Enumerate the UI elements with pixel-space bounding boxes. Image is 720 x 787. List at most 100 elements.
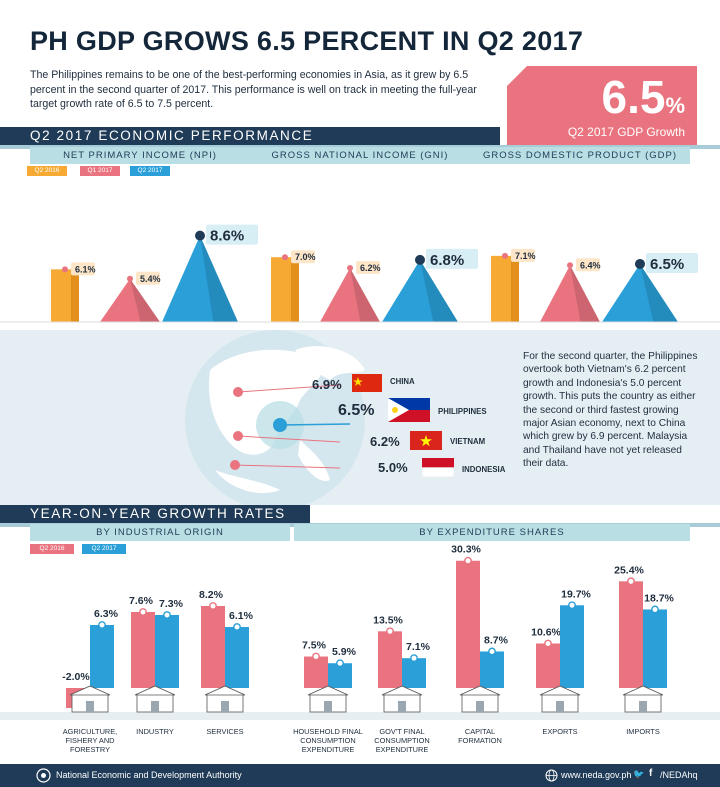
colhead-gni: GROSS NATIONAL INCOME (GNI): [271, 150, 449, 161]
page-title: PH GDP GROWS 6.5 PERCENT IN Q2 2017: [30, 26, 584, 56]
expenditure-3-dot-1: [568, 601, 576, 610]
perf-label-2-2: 6.5%: [650, 256, 684, 273]
vietnam-name: VIETNAM: [450, 437, 486, 446]
perf-peak-shade-0-1: [130, 278, 160, 322]
facebook-icon[interactable]: f: [649, 768, 653, 779]
expenditure-0-category-line-2: EXPENDITURE: [302, 745, 355, 754]
expenditure-3-bar-1: [560, 605, 584, 688]
yoy-legend-q2-2016: Q2 2016: [30, 544, 74, 554]
expenditure-1-label-1: 7.1%: [406, 641, 431, 653]
expenditure-2-dot-1: [488, 647, 496, 656]
perf-dot-1-0: [282, 254, 288, 261]
hero-stat: 6.5% Q2 2017 GDP Growth: [507, 66, 697, 145]
factory-icon: [134, 685, 176, 713]
expenditure-2-bar-0: [456, 560, 480, 688]
expenditure-2-label-1: 8.7%: [484, 634, 509, 646]
colhead-industry: BY INDUSTRIAL ORIGIN: [30, 524, 290, 541]
perf-label-2-1: 6.4%: [580, 260, 601, 270]
china-name: CHINA: [390, 377, 415, 386]
asia-note: For the second quarter, the Philippines …: [523, 351, 698, 470]
philippines-flag-icon: [388, 398, 430, 422]
globe-icon: [545, 769, 558, 782]
industry-0-dot-1: [98, 621, 106, 629]
philippines-name: PHILIPPINES: [438, 407, 487, 416]
perf-label-bg-2-1: [576, 258, 600, 272]
expenditure-3-dot-0: [544, 639, 552, 648]
performance-colheads: [30, 147, 690, 164]
footer-social[interactable]: /NEDAhq: [660, 770, 698, 780]
indonesia-value: 5.0%: [378, 460, 408, 475]
expenditure-0-dot-0: [312, 652, 320, 661]
perf-label-1-2: 6.8%: [430, 252, 464, 269]
perf-label-0-0: 6.1%: [75, 264, 96, 274]
yoy-title: YEAR-ON-YEAR GROWTH RATES: [30, 506, 286, 521]
perf-label-bg-1-0: [291, 250, 315, 264]
industry-1-label-1: 7.3%: [159, 598, 184, 610]
expenditure-1-bar-1: [402, 658, 426, 688]
hero-value: 6.5%: [601, 71, 685, 123]
perf-dot-1-1: [347, 265, 353, 271]
perf-peak-2-1: [540, 265, 600, 322]
perf-label-0-2: 8.6%: [210, 228, 244, 245]
expenditure-0-bar-1: [328, 663, 352, 688]
industry-0-bar-1: [90, 625, 114, 688]
performance-title: Q2 2017 ECONOMIC PERFORMANCE: [30, 128, 314, 143]
perf-label-bg-0-2: [206, 224, 258, 245]
perf-dot-2-0: [502, 252, 508, 259]
legend-q2-2017: Q2 2017: [130, 166, 170, 176]
china-flag-icon: [352, 374, 382, 392]
industry-1-bar-0: [131, 612, 155, 688]
expenditure-2-bar-1: [480, 651, 504, 688]
perf-bar-shade-0: [71, 269, 79, 322]
twitter-icon[interactable]: 🐦: [633, 769, 645, 779]
perf-dot-1-2: [415, 254, 425, 265]
perf-dot-2-1: [567, 262, 573, 269]
government-building-icon: [381, 685, 423, 713]
perf-peak-0-2: [162, 235, 238, 322]
perf-label-1-0: 7.0%: [295, 252, 316, 262]
perf-bar-shade-1: [291, 257, 299, 322]
colhead-gdp: GROSS DOMESTIC PRODUCT (GDP): [482, 150, 678, 161]
perf-peak-shade-1-2: [420, 259, 458, 322]
industry-2-label-0: 8.2%: [199, 589, 224, 601]
ship-icon: [622, 685, 664, 713]
industry-0-category-line-0: AGRICULTURE,: [63, 727, 117, 736]
perf-peak-1-2: [382, 259, 458, 322]
expenditure-0-label-1: 5.9%: [332, 646, 357, 658]
barn-icon: [69, 685, 111, 713]
vietnam-value: 6.2%: [370, 434, 400, 449]
vietnam-flag-icon: [410, 431, 442, 450]
crane-icon: [459, 685, 501, 713]
industry-1-dot-1: [163, 611, 171, 619]
perf-peak-1-1: [320, 268, 380, 322]
expenditure-4-dot-0: [627, 577, 635, 586]
performance-chart: 6.1% 5.4% 8.6% 7.0% 6.2% 6.8% 7.1% 6.4% 6.5%: [0, 224, 720, 323]
performance-band: Q2 2017 ECONOMIC PERFORMANCE: [0, 127, 500, 145]
footer-site[interactable]: www.neda.gov.ph: [561, 770, 632, 780]
expenditure-3-label-0: 10.6%: [531, 626, 561, 638]
industry-1-bar-1: [155, 615, 179, 688]
perf-label-bg-2-2: [646, 252, 698, 273]
industry-1-label-0: 7.6%: [129, 595, 154, 607]
house-icon: [307, 685, 349, 713]
perf-dot-0-1: [127, 275, 133, 282]
hero-caption: Q2 2017 GDP Growth: [567, 125, 685, 139]
hero-notch: [507, 66, 527, 86]
expenditure-4-category-line-0: IMPORTS: [626, 727, 660, 736]
expenditure-0-dot-1: [336, 659, 344, 668]
legend-q1-2017: Q1 2017: [80, 166, 120, 176]
intro-text: The Philippines remains to be one of the…: [30, 69, 477, 110]
expenditure-2-category-line-1: FORMATION: [458, 736, 502, 745]
industry-0-category-line-1: FISHERY AND: [65, 736, 114, 745]
expenditure-1-category-line-0: GOV'T FINAL: [379, 727, 424, 736]
industry-2-category-line-0: SERVICES: [206, 727, 243, 736]
expenditure-1-label-0: 13.5%: [373, 614, 403, 626]
expenditure-4-bar-1: [643, 609, 667, 688]
expenditure-3-category-line-0: EXPORTS: [542, 727, 577, 736]
perf-label-bg-1-2: [426, 248, 478, 269]
perf-peak-0-1: [100, 278, 160, 322]
yoy-ground: [0, 712, 720, 720]
china-value: 6.9%: [312, 377, 342, 392]
indonesia-flag-icon: [422, 458, 454, 477]
